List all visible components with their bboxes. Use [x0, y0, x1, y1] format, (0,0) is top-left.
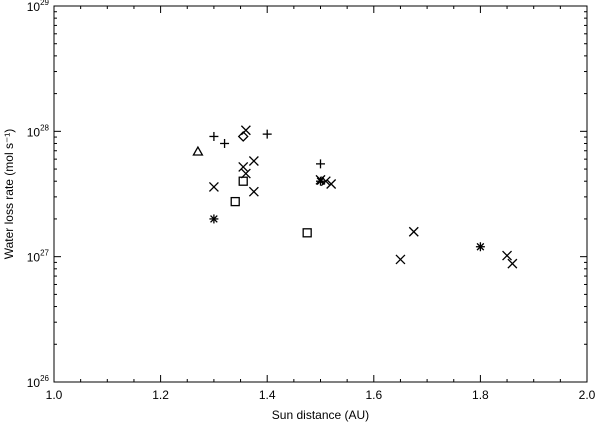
- data-point-cross: [248, 186, 259, 197]
- x-axis-ticks: 1.0 1.2 1.4 1.6 1.8 2.0: [46, 6, 596, 402]
- data-point-cross: [502, 250, 513, 261]
- y-tick-base: 10: [27, 0, 41, 14]
- data-point-square: [238, 176, 248, 186]
- y-tick-base: 10: [27, 251, 41, 265]
- y-axis-label: Water loss rate (mol s⁻¹): [2, 129, 16, 260]
- data-point-cross: [238, 161, 249, 172]
- y-tick-base: 10: [27, 125, 41, 139]
- x-tick-label: 1.0: [46, 388, 63, 402]
- data-point-diamond: [237, 131, 249, 142]
- data-point-asterisk: [316, 176, 325, 186]
- data-point-cross: [507, 258, 518, 269]
- data-point-cross: [240, 125, 251, 136]
- data-point-plus: [209, 131, 219, 141]
- data-point-cross: [208, 181, 219, 192]
- y-tick-exponent: 28: [40, 123, 49, 132]
- data-point-plus: [316, 159, 325, 169]
- data-point-square: [302, 228, 312, 238]
- data-point-triangle: [192, 145, 204, 156]
- data-points: [192, 125, 518, 269]
- x-tick-label: 1.6: [365, 388, 382, 402]
- y-tick-label: 1027: [27, 249, 50, 265]
- data-point-plus: [262, 129, 272, 139]
- data-point-asterisk: [475, 242, 485, 252]
- y-tick-label: 1026: [27, 374, 50, 390]
- x-tick-label: 2.0: [579, 388, 596, 402]
- y-tick-exponent: 29: [40, 0, 49, 7]
- data-point-cross: [408, 226, 419, 237]
- y-tick-label: 1028: [27, 123, 50, 139]
- y-tick-label: 1029: [27, 0, 50, 14]
- y-tick-exponent: 26: [40, 374, 49, 383]
- x-axis-label: Sun distance (AU): [272, 408, 369, 422]
- data-point-square: [230, 196, 240, 207]
- data-point-asterisk: [209, 214, 219, 224]
- data-point-cross: [248, 156, 259, 166]
- data-point-cross: [326, 179, 337, 189]
- x-tick-label: 1.4: [259, 388, 276, 402]
- data-point-plus: [220, 138, 230, 148]
- y-tick-base: 10: [27, 376, 41, 390]
- plot-frame: [53, 5, 588, 383]
- x-tick-label: 1.8: [472, 388, 489, 402]
- data-point-cross: [395, 254, 406, 265]
- x-tick-label: 1.2: [152, 388, 169, 402]
- y-tick-exponent: 27: [40, 249, 49, 258]
